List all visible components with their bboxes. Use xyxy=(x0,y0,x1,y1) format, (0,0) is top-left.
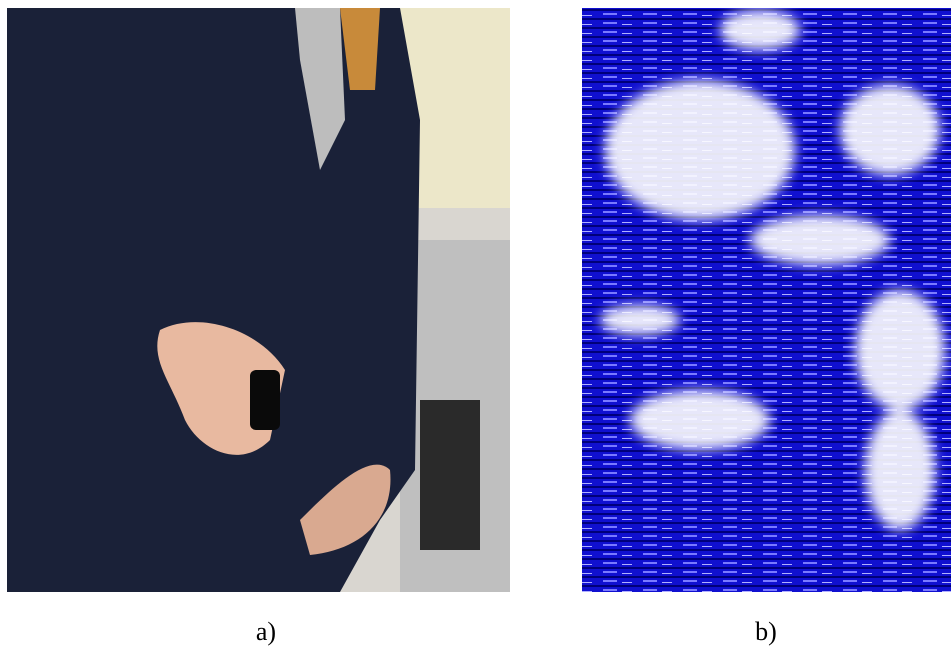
chair xyxy=(420,400,480,550)
photo-b xyxy=(582,8,951,592)
panel-label: a) xyxy=(256,617,276,646)
figure: a) b) xyxy=(0,0,951,652)
photo-a xyxy=(7,8,510,592)
panel-label: b) xyxy=(755,617,777,646)
page: a) b) (() => { const data = JSON.parse(d… xyxy=(0,0,951,652)
phone xyxy=(250,370,280,430)
